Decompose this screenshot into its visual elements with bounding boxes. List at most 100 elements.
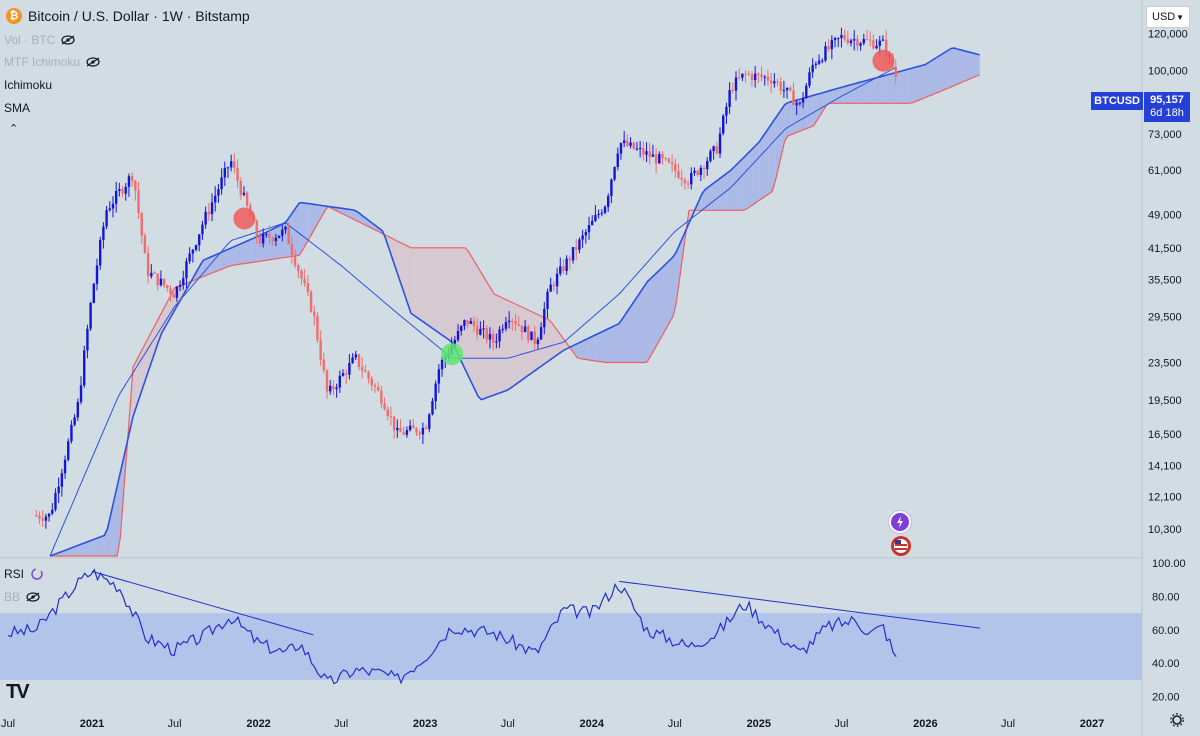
candle-body xyxy=(169,288,172,294)
ichimoku-cloud-segment xyxy=(414,247,418,318)
ichimoku-cloud-segment xyxy=(401,243,405,295)
ichimoku-cloud-segment xyxy=(871,78,875,104)
ichimoku-cloud-segment xyxy=(912,67,916,103)
lightning-icon xyxy=(891,513,909,531)
candle-body xyxy=(722,115,725,134)
candle-body xyxy=(357,354,361,367)
candle-body xyxy=(661,153,664,159)
candle-body xyxy=(287,226,290,245)
ichimoku-cloud-segment xyxy=(97,536,102,556)
candle-body xyxy=(300,270,303,279)
candle-body xyxy=(156,273,159,286)
ichimoku-cloud-segment xyxy=(775,113,779,182)
buy-signal-marker xyxy=(441,343,464,366)
legend-mtf-ichimoku[interactable]: MTF Ichimoku xyxy=(4,55,100,69)
ichimoku-cloud-segment xyxy=(759,137,763,201)
ichimoku-cloud-segment xyxy=(765,127,769,197)
candle-body xyxy=(421,427,425,435)
candle-body xyxy=(741,73,744,78)
ichimoku-cloud-segment xyxy=(909,68,913,104)
candle-body xyxy=(670,162,674,165)
candle-body xyxy=(383,403,386,410)
candle-body xyxy=(562,266,565,272)
candle-body xyxy=(523,326,527,333)
ichimoku-cloud-segment xyxy=(545,317,549,364)
ichimoku-cloud-segment xyxy=(586,337,590,361)
ichimoku-cloud-segment xyxy=(746,151,750,210)
ichimoku-cloud-segment xyxy=(950,48,955,87)
candle-body xyxy=(504,322,508,329)
candle-body xyxy=(785,87,789,91)
collapse-legend-button[interactable]: ⌃ xyxy=(9,122,18,135)
ichimoku-cloud-segment xyxy=(481,272,485,400)
candle-body xyxy=(488,334,492,340)
ichimoku-cloud-segment xyxy=(647,278,651,362)
candle-body xyxy=(635,148,639,150)
legend-sma[interactable]: SMA xyxy=(4,101,30,115)
candle-body xyxy=(587,225,591,233)
candle-body xyxy=(865,38,869,40)
tradingview-logo[interactable]: TV xyxy=(6,681,30,703)
candle-body xyxy=(127,176,131,187)
ichimoku-cloud-segment xyxy=(522,307,527,380)
candle-body xyxy=(658,153,661,164)
candle-body xyxy=(881,39,885,41)
time-tick-label: 2021 xyxy=(80,718,104,730)
gear-icon[interactable] xyxy=(1170,713,1184,727)
time-tick-label: 2027 xyxy=(1080,718,1104,730)
ichimoku-cloud-segment xyxy=(311,204,316,234)
candle-body xyxy=(57,486,60,494)
candle-body xyxy=(316,315,319,340)
senkou-span-a-line xyxy=(49,47,980,557)
candle-body xyxy=(856,39,859,46)
candle-body xyxy=(360,366,364,371)
candle-body xyxy=(351,357,354,364)
ichimoku-cloud-segment xyxy=(880,75,884,104)
legend-ichimoku[interactable]: Ichimoku xyxy=(4,78,52,92)
candle-body xyxy=(594,214,597,221)
ichimoku-cloud-segment xyxy=(219,251,223,271)
rsi-tick-label: 60.00 xyxy=(1152,625,1180,637)
candle-body xyxy=(555,273,559,287)
eye-hidden-icon[interactable] xyxy=(26,592,40,602)
eye-hidden-icon[interactable] xyxy=(86,57,100,67)
candle-body xyxy=(60,473,64,487)
candle-body xyxy=(345,373,348,375)
ichimoku-cloud-segment xyxy=(596,332,600,362)
ichimoku-cloud-segment xyxy=(669,257,674,323)
candle-body xyxy=(204,211,207,225)
candle-body xyxy=(702,167,706,170)
chart-title-bar[interactable]: ₿ Bitcoin / U.S. Dollar · 1W · Bitstamp xyxy=(6,8,250,24)
eye-hidden-icon[interactable] xyxy=(61,35,75,45)
candle-body xyxy=(498,329,501,342)
candle-body xyxy=(859,43,862,46)
candle-body xyxy=(613,167,616,180)
currency-selector[interactable]: USD ▼ xyxy=(1146,6,1190,28)
ichimoku-cloud-segment xyxy=(890,73,894,104)
price-tick-label: 73,000 xyxy=(1148,129,1182,141)
candle-body xyxy=(629,142,632,146)
candle-body xyxy=(434,383,437,402)
candle-body xyxy=(642,147,645,155)
candle-body xyxy=(329,385,332,392)
legend-volume[interactable]: Vol · BTC xyxy=(4,33,75,47)
rsi-tick-label: 80.00 xyxy=(1152,591,1180,603)
ichimoku-cloud-segment xyxy=(931,58,935,95)
ichimoku-cloud-segment xyxy=(209,255,213,274)
sma-line xyxy=(49,66,897,557)
candle-body xyxy=(188,253,191,262)
us-event-button[interactable] xyxy=(890,535,912,557)
legend-bb[interactable]: BB xyxy=(4,590,40,604)
ai-spark-button[interactable] xyxy=(888,510,912,534)
legend-rsi[interactable]: RSI xyxy=(4,567,44,581)
refresh-icon[interactable] xyxy=(30,567,44,581)
candle-body xyxy=(258,236,262,244)
candle-body xyxy=(619,143,623,154)
candle-body xyxy=(514,320,517,325)
ichimoku-cloud-segment xyxy=(609,326,613,363)
ichimoku-cloud-segment xyxy=(618,319,622,363)
candle-body xyxy=(217,189,220,196)
ichimoku-cloud-segment xyxy=(117,472,121,556)
sell-signal-marker xyxy=(872,49,895,72)
